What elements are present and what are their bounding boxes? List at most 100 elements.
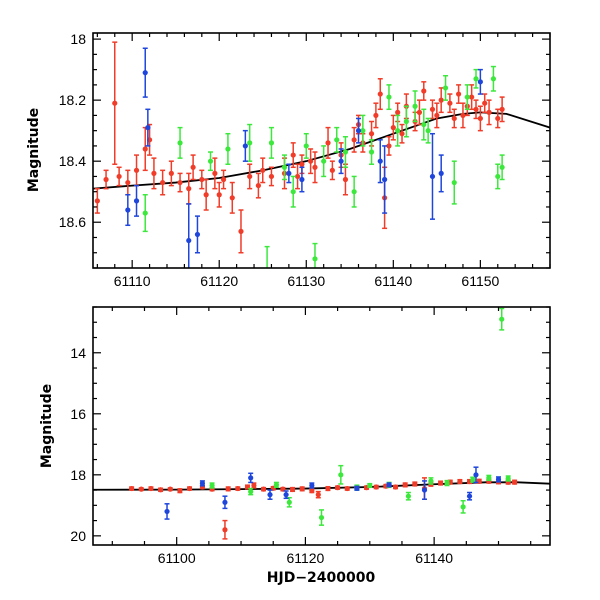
bottom-blue-point — [496, 477, 501, 482]
top-green-point — [269, 128, 274, 159]
data-point — [374, 484, 379, 489]
bottom-red-point — [158, 487, 163, 492]
data-point — [460, 113, 465, 118]
data-point — [330, 168, 335, 173]
top-red-point — [482, 94, 487, 112]
top-red-point — [230, 183, 235, 214]
y-tick-label: 18.4 — [59, 153, 86, 169]
y-tick-label: 18 — [70, 467, 86, 483]
bottom-red-point — [412, 481, 417, 486]
data-point — [125, 207, 130, 212]
x-tick-label: 61130 — [287, 273, 325, 289]
bottom-red-point — [403, 482, 408, 487]
x-tick-label: 61110 — [114, 273, 151, 289]
bottom-red-point — [235, 486, 240, 491]
top-red-point — [473, 100, 478, 118]
data-point — [164, 509, 169, 514]
top-series-blue — [125, 48, 483, 277]
top-blue-point — [243, 131, 248, 162]
bottom-red-point — [168, 487, 173, 492]
top-green-point — [473, 70, 478, 88]
top-blue-point — [439, 155, 444, 192]
data-point — [217, 192, 222, 197]
bottom-series-green — [209, 309, 510, 526]
data-point — [308, 159, 313, 164]
data-point — [457, 479, 462, 484]
data-point — [352, 189, 357, 194]
bottom-red-point — [335, 485, 340, 490]
data-point — [399, 131, 404, 136]
data-point — [208, 159, 213, 164]
x-tick-label: 61100 — [158, 550, 196, 566]
data-point — [191, 165, 196, 170]
data-point — [148, 486, 153, 491]
top-red-point — [391, 115, 396, 139]
data-point — [168, 487, 173, 492]
data-point — [354, 486, 359, 491]
data-point — [421, 122, 426, 127]
data-point — [260, 168, 265, 173]
y-tick-label: 18.2 — [59, 92, 86, 108]
y-tick-label: 20 — [70, 528, 86, 544]
top-blue-point — [195, 216, 200, 253]
data-point — [434, 113, 439, 118]
data-point — [367, 483, 372, 488]
top-red-point — [417, 100, 422, 124]
top-red-point — [160, 170, 165, 194]
data-point — [470, 477, 475, 482]
top-blue-point — [478, 70, 483, 94]
data-point — [512, 480, 517, 485]
data-point — [290, 487, 295, 492]
top-blue-point — [430, 134, 435, 219]
bottom-panel: 61100 61120 61140 14161820 Magnitude HJD−2… — [39, 307, 550, 586]
x-tick-label: 61140 — [415, 550, 453, 566]
bottom-green-point — [274, 482, 279, 487]
top-red-point — [308, 149, 313, 173]
top-green-point — [208, 152, 213, 170]
lightcurve-figure: 61110 61120 61130 61140 61150 1818.218.418.6… — [0, 0, 600, 600]
data-point — [426, 128, 431, 133]
data-point — [256, 183, 261, 188]
data-point — [343, 177, 348, 182]
data-point — [406, 494, 411, 499]
data-point — [430, 174, 435, 179]
data-point — [499, 317, 504, 322]
data-point — [143, 70, 148, 75]
data-point — [391, 125, 396, 130]
data-point — [112, 101, 117, 106]
top-red-point — [478, 106, 483, 130]
data-point — [299, 162, 304, 167]
data-point — [378, 91, 383, 96]
data-point — [386, 482, 391, 487]
data-point — [312, 165, 317, 170]
top-red-point — [191, 155, 196, 179]
bottom-green-point — [338, 466, 343, 484]
data-point — [428, 478, 433, 483]
top-green-point — [247, 125, 252, 162]
y-tick-label: 18 — [70, 31, 86, 47]
data-point — [287, 500, 292, 505]
bottom-red-point — [226, 486, 231, 491]
data-point — [482, 101, 487, 106]
data-point — [264, 299, 269, 304]
data-point — [204, 192, 209, 197]
top-blue-point — [186, 204, 191, 277]
data-point — [473, 472, 478, 477]
data-point — [200, 481, 205, 486]
bottom-red-point — [309, 488, 314, 493]
bottom-red-point — [300, 486, 305, 491]
data-point — [439, 171, 444, 176]
top-red-point — [134, 155, 139, 186]
data-point — [291, 152, 296, 157]
bottom-red-point — [345, 486, 350, 491]
data-point — [186, 238, 191, 243]
data-point — [177, 140, 182, 145]
data-point — [395, 110, 400, 115]
top-green-point — [312, 244, 317, 275]
data-point — [261, 487, 266, 492]
bottom-blue-point — [309, 483, 314, 488]
bottom-green-point — [470, 477, 475, 482]
data-point — [491, 76, 496, 81]
data-point — [343, 149, 348, 154]
top-red-point — [117, 167, 122, 185]
